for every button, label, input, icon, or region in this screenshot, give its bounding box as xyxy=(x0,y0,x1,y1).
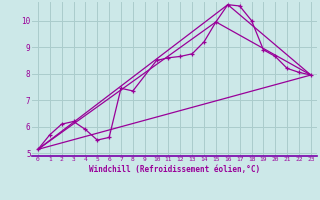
X-axis label: Windchill (Refroidissement éolien,°C): Windchill (Refroidissement éolien,°C) xyxy=(89,165,260,174)
